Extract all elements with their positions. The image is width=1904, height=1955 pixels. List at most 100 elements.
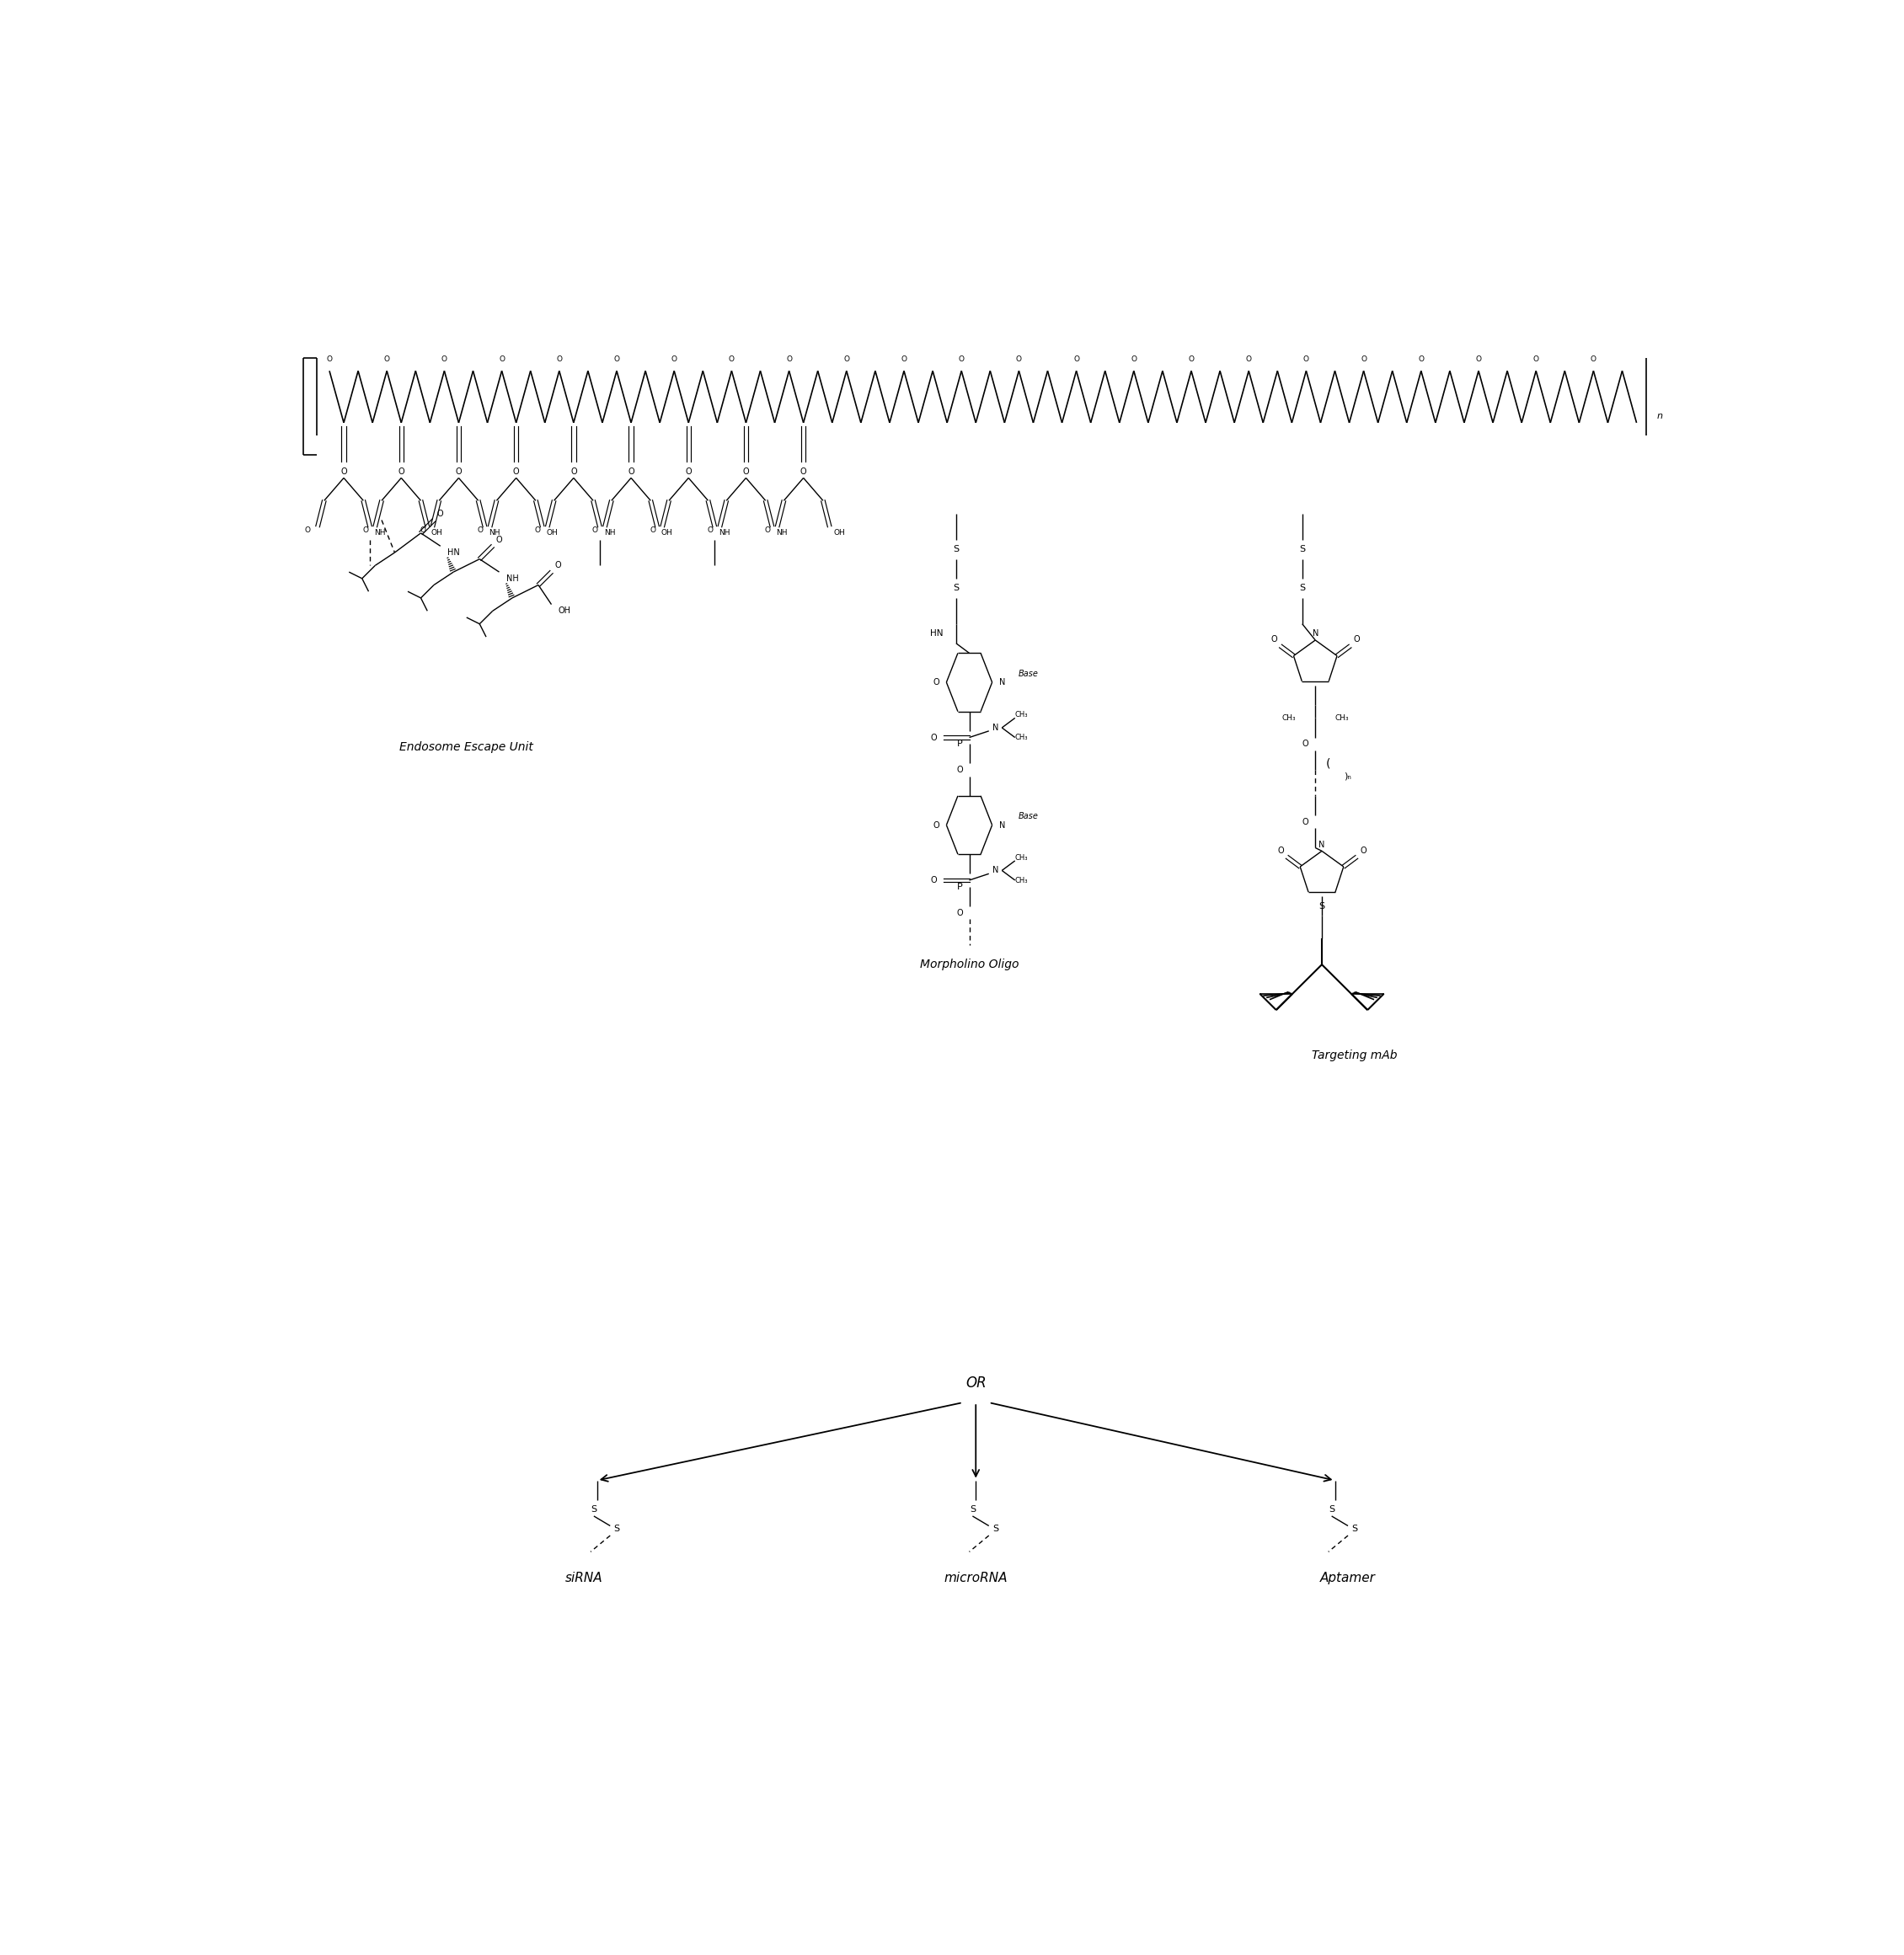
Text: O: O [478, 526, 484, 534]
Text: O: O [1245, 356, 1251, 364]
Text: O: O [958, 356, 965, 364]
Text: O: O [1354, 635, 1359, 643]
Text: O: O [729, 356, 735, 364]
Text: O: O [442, 356, 447, 364]
Text: O: O [956, 766, 963, 774]
Text: S: S [992, 1525, 998, 1533]
Text: O: O [1302, 739, 1308, 749]
Text: O: O [535, 526, 541, 534]
Text: O: O [931, 876, 937, 884]
Text: N: N [1319, 841, 1325, 848]
Text: S: S [613, 1525, 619, 1533]
Text: S: S [969, 1505, 975, 1513]
Text: )ₙ: )ₙ [1344, 772, 1352, 780]
Text: CH₃: CH₃ [1015, 712, 1028, 719]
Text: HN: HN [929, 630, 942, 637]
Text: OH: OH [661, 530, 672, 538]
Text: n: n [1656, 413, 1662, 420]
Text: O: O [1590, 356, 1596, 364]
Text: O: O [1074, 356, 1080, 364]
Text: O: O [1131, 356, 1137, 364]
Text: O: O [1476, 356, 1481, 364]
Text: HN: HN [447, 547, 459, 557]
Text: O: O [1278, 847, 1283, 854]
Text: O: O [933, 678, 941, 686]
Text: OH: OH [546, 530, 558, 538]
Text: S: S [1352, 1525, 1358, 1533]
Text: O: O [685, 467, 691, 475]
Text: P: P [956, 739, 962, 749]
Text: OH: OH [834, 530, 845, 538]
Text: O: O [786, 356, 792, 364]
Text: O: O [1188, 356, 1194, 364]
Text: microRNA: microRNA [944, 1572, 1007, 1584]
Text: CH₃: CH₃ [1015, 854, 1028, 862]
Text: CH₃: CH₃ [1015, 876, 1028, 884]
Text: O: O [743, 467, 748, 475]
Text: O: O [419, 526, 426, 534]
Text: P: P [956, 882, 962, 891]
Text: NH: NH [718, 530, 729, 538]
Text: O: O [455, 467, 463, 475]
Text: siRNA: siRNA [565, 1572, 604, 1584]
Text: O: O [1302, 817, 1308, 827]
Text: Endosome Escape Unit: Endosome Escape Unit [400, 741, 533, 753]
Text: O: O [1270, 635, 1278, 643]
Text: O: O [495, 536, 503, 543]
Text: OH: OH [432, 530, 444, 538]
Text: O: O [931, 733, 937, 741]
Text: CH₃: CH₃ [1281, 714, 1297, 721]
Text: Aptamer: Aptamer [1319, 1572, 1377, 1584]
Text: Targeting mAb: Targeting mAb [1312, 1050, 1398, 1062]
Text: OH: OH [558, 606, 571, 616]
Text: OR: OR [965, 1376, 986, 1390]
Text: S: S [1299, 545, 1306, 553]
Text: S: S [1299, 585, 1306, 592]
Text: N: N [1000, 821, 1005, 829]
Text: O: O [800, 467, 807, 475]
Text: O: O [843, 356, 849, 364]
Text: S: S [590, 1505, 596, 1513]
Text: NH: NH [373, 530, 385, 538]
Text: O: O [765, 526, 771, 534]
Text: (: ( [1325, 757, 1331, 770]
Text: NH: NH [604, 530, 615, 538]
Text: O: O [592, 526, 598, 534]
Text: Morpholino Oligo: Morpholino Oligo [920, 958, 1019, 970]
Text: O: O [326, 356, 333, 364]
Text: O: O [1533, 356, 1538, 364]
Text: O: O [398, 467, 404, 475]
Text: O: O [672, 356, 678, 364]
Text: O: O [1017, 356, 1022, 364]
Text: O: O [438, 510, 444, 518]
Text: O: O [933, 821, 941, 829]
Text: O: O [1418, 356, 1424, 364]
Text: NH: NH [777, 530, 788, 538]
Text: NH: NH [489, 530, 501, 538]
Text: O: O [305, 526, 310, 534]
Text: O: O [613, 356, 619, 364]
Text: CH₃: CH₃ [1335, 714, 1348, 721]
Text: O: O [706, 526, 712, 534]
Text: O: O [341, 467, 347, 475]
Text: S: S [954, 585, 960, 592]
Text: O: O [499, 356, 505, 364]
Text: S: S [954, 545, 960, 553]
Text: O: O [901, 356, 906, 364]
Text: N: N [1312, 630, 1318, 637]
Text: O: O [956, 909, 963, 917]
Text: S: S [1319, 901, 1325, 911]
Text: Base: Base [1019, 811, 1038, 821]
Text: O: O [554, 561, 562, 569]
Text: N: N [992, 723, 998, 731]
Text: CH₃: CH₃ [1015, 733, 1028, 741]
Text: O: O [362, 526, 367, 534]
Text: S: S [1329, 1505, 1335, 1513]
Text: O: O [649, 526, 655, 534]
Text: O: O [628, 467, 634, 475]
Text: N: N [992, 866, 998, 874]
Text: N: N [1000, 678, 1005, 686]
Text: NH: NH [506, 575, 518, 583]
Text: Base: Base [1019, 669, 1038, 678]
Text: O: O [385, 356, 390, 364]
